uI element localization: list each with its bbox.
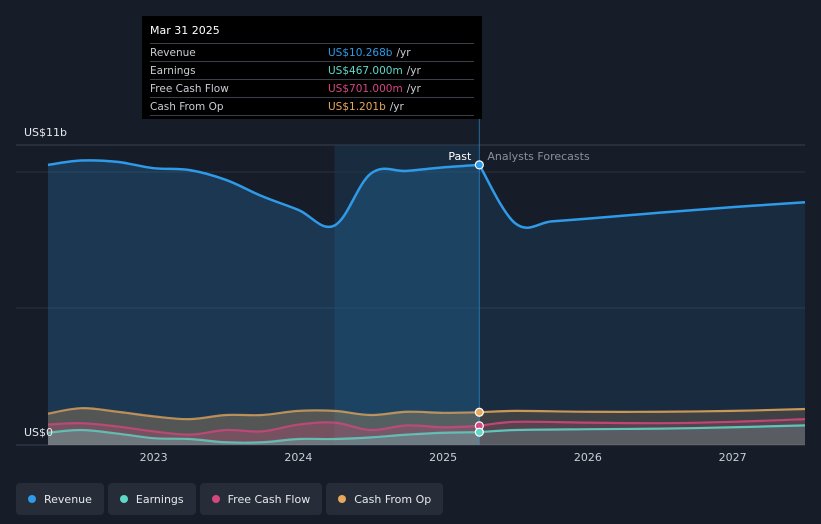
line-fcf-past <box>47 421 480 436</box>
tooltip-date: Mar 31 2025 <box>150 24 220 37</box>
tooltip-value: US$701.000m <box>328 82 403 95</box>
y-axis-bottom-label: US$0 <box>24 426 53 439</box>
area-revenue-forecast <box>479 164 805 445</box>
legend-item-earnings[interactable]: Earnings <box>107 483 196 515</box>
y-axis-top-label: US$11b <box>24 126 67 139</box>
x-tick-label: 2027 <box>719 451 747 464</box>
line-revenue-forecast <box>478 164 806 229</box>
tooltip-unit: /yr <box>406 82 421 95</box>
tooltip-row-cfo: Cash From Op US$1.201b /yr <box>150 97 474 116</box>
marker-revenue <box>474 160 484 170</box>
tooltip-unit: /yr <box>396 46 411 59</box>
legend: Revenue Earnings Free Cash Flow Cash Fro… <box>16 483 444 515</box>
tooltip-label: Revenue <box>150 46 196 59</box>
past-label: Past <box>448 150 472 163</box>
tooltip-value: US$1.201b <box>328 100 386 113</box>
tooltip-row-fcf: Free Cash Flow US$701.000m /yr <box>150 79 474 97</box>
legend-dot-icon <box>28 495 36 503</box>
line-cfo-past <box>47 407 480 421</box>
tooltip-unit: /yr <box>406 64 421 77</box>
area-earnings-past <box>48 429 480 445</box>
line-revenue-past <box>47 159 480 229</box>
tooltip-label: Earnings <box>150 64 196 77</box>
tooltip-row-earnings: Earnings US$467.000m /yr <box>150 61 474 79</box>
area-cfo-forecast <box>479 409 805 445</box>
area-revenue-past <box>48 160 480 445</box>
marker-cfo <box>474 407 484 417</box>
x-tick-label: 2026 <box>574 451 602 464</box>
tooltip: Mar 31 2025 Revenue US$10.268b /yr Earni… <box>142 16 482 119</box>
legend-label: Revenue <box>44 492 92 506</box>
legend-dot-icon <box>338 495 347 503</box>
line-earnings-past <box>47 428 480 444</box>
line-earnings-forecast <box>479 424 806 434</box>
x-tick-label: 2024 <box>284 451 312 464</box>
legend-label: Cash From Op <box>354 492 432 506</box>
tooltip-label: Cash From Op <box>150 100 224 113</box>
marker-earnings <box>474 427 484 437</box>
past-highlight-band <box>334 145 480 445</box>
legend-dot-icon <box>211 495 220 503</box>
legend-item-free-cash-flow[interactable]: Free Cash Flow <box>199 483 323 515</box>
tooltip-value: US$467.000m <box>328 64 403 77</box>
line-fcf-forecast <box>479 417 806 428</box>
x-tick-label: 2025 <box>429 451 457 464</box>
x-tick-label: 2023 <box>140 451 168 464</box>
legend-item-cash-from-op[interactable]: Cash From Op <box>326 483 444 515</box>
forecast-label: Analysts Forecasts <box>487 150 590 163</box>
legend-item-revenue[interactable]: Revenue <box>16 483 104 515</box>
line-cfo-forecast <box>479 407 806 414</box>
legend-label: Free Cash Flow <box>227 492 311 506</box>
tooltip-row-revenue: Revenue US$10.268b /yr <box>150 43 474 61</box>
tooltip-label: Free Cash Flow <box>150 82 229 95</box>
tooltip-value: US$10.268b <box>328 46 393 59</box>
legend-dot-icon <box>119 495 128 503</box>
area-fcf-forecast <box>479 419 805 445</box>
legend-label: Earnings <box>135 492 184 506</box>
tooltip-unit: /yr <box>389 100 404 113</box>
